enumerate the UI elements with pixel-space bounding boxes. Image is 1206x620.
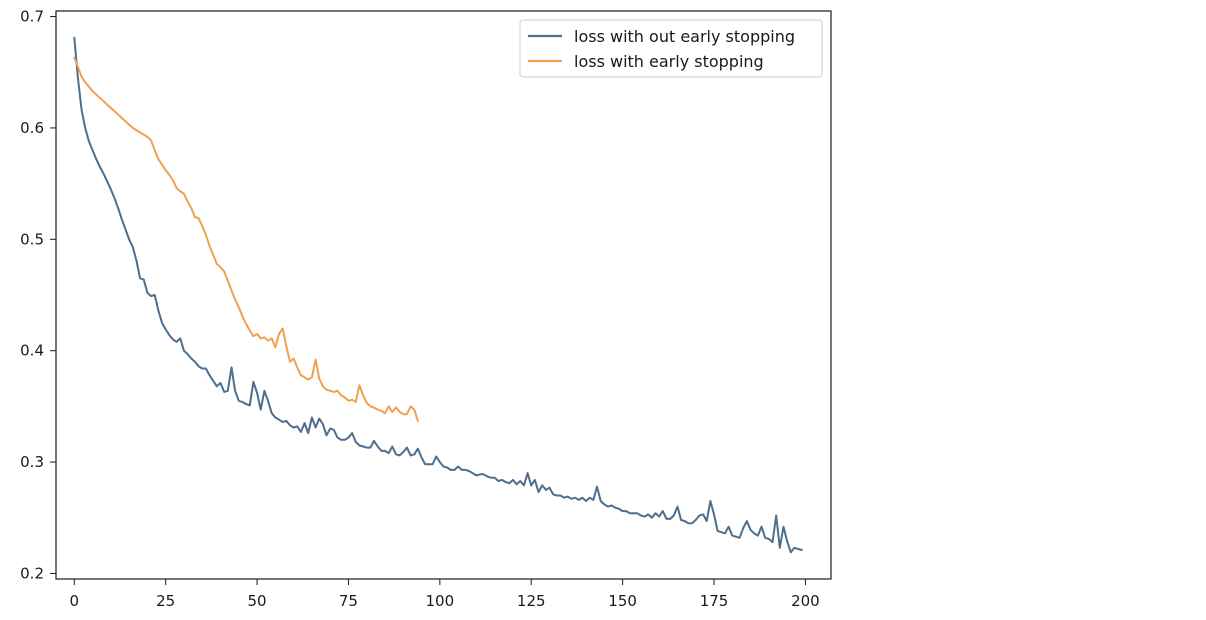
x-tick-label: 25 (156, 592, 175, 610)
series-line-2 (73, 56, 419, 422)
x-tick-label: 150 (608, 592, 637, 610)
x-tick-label: 200 (791, 592, 820, 610)
legend-label-1: loss with out early stopping (574, 27, 795, 46)
y-tick-label: 0.2 (20, 564, 44, 582)
legend: loss with out early stopping loss with ea… (519, 19, 823, 78)
x-tick-label: 75 (339, 592, 358, 610)
y-tick-label: 0.6 (20, 119, 44, 137)
x-tick-label: 100 (426, 592, 455, 610)
y-tick-label: 0.3 (20, 453, 44, 471)
series-line-1 (73, 36, 803, 554)
legend-label-2: loss with early stopping (574, 52, 764, 71)
x-tick-label: 0 (70, 592, 80, 610)
x-tick-label: 50 (248, 592, 267, 610)
y-tick-label: 0.7 (20, 8, 44, 26)
x-tick-label: 175 (700, 592, 729, 610)
legend-box (519, 19, 823, 78)
x-tick-label: 125 (517, 592, 546, 610)
axes: 0 25 50 75 100 125 150 175 200 0.2 0.3 0.4 0.5 0.6 0.7 (20, 8, 832, 610)
series-lines (73, 36, 803, 554)
y-tick-label: 0.4 (20, 342, 44, 360)
y-tick-label: 0.5 (20, 230, 44, 248)
plot-frame (55, 10, 832, 580)
